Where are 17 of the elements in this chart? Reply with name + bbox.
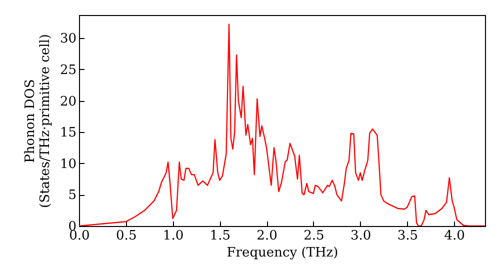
line-series [79,24,485,226]
y-tick-label: 30 [60,32,76,47]
x-tick-label: 2.5 [304,228,324,244]
x-tick-label: 0.5 [116,228,137,244]
y-tick-label: 20 [60,94,76,110]
y-tick-label: 10 [60,156,76,172]
y-axis-title: Phonon DOS (States/THz·primitive cell) [22,34,53,208]
x-axis-title: Frequency (THz) [226,246,338,260]
y-tick-label: 25 [60,62,76,78]
y-tick-label: 5 [68,188,76,204]
x-tick-label: 2.0 [256,228,278,244]
x-tick-label: 3.5 [397,228,418,244]
x-tick-label: 1.5 [210,228,230,244]
x-tick-label: 1.0 [162,228,184,244]
y-tick-label: 15 [60,126,76,141]
x-tick-label: 4.0 [444,228,465,244]
x-tick-label: 3.0 [350,228,372,244]
